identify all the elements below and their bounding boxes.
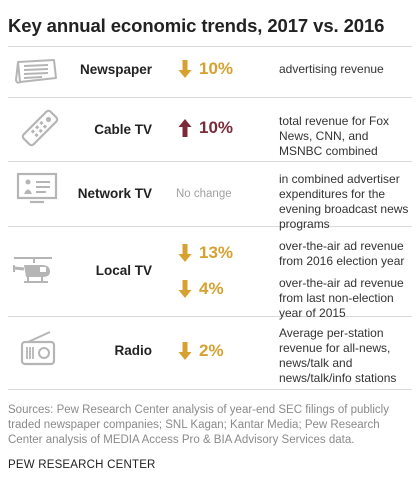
change-description: over-the-air ad revenue from last non-el… <box>279 276 404 320</box>
divider <box>8 316 412 317</box>
category-label: Radio <box>114 343 152 358</box>
newspaper-icon <box>14 59 57 84</box>
change-value: 10% <box>199 118 234 137</box>
arrow-down-icon <box>178 60 192 78</box>
divider <box>8 161 412 162</box>
category-label: Newspaper <box>79 62 152 77</box>
tv-screen-icon <box>16 172 58 204</box>
remote-control-icon <box>21 109 59 147</box>
helicopter-icon <box>13 257 52 283</box>
arrow-up-icon <box>178 119 192 137</box>
change-value: 2% <box>199 341 224 360</box>
change-value: 13% <box>199 243 234 262</box>
divider <box>8 226 412 227</box>
arrow-down-icon <box>178 280 192 298</box>
category-label: Network TV <box>77 186 152 201</box>
change-description: over-the-air ad revenue from 2016 electi… <box>279 239 405 268</box>
change-value: 4% <box>199 279 224 298</box>
category-label: Local TV <box>95 263 152 278</box>
arrow-down-icon <box>178 244 192 262</box>
change-description: advertising revenue <box>279 62 384 76</box>
divider <box>8 389 412 390</box>
arrow-down-icon <box>178 342 192 360</box>
radio-icon <box>20 331 56 366</box>
change-value: 10% <box>199 59 234 78</box>
source-note: Sources: Pew Research Center analysis of… <box>8 404 389 446</box>
change-description: in combined advertiser expenditures for … <box>279 172 409 231</box>
divider <box>8 46 412 47</box>
divider <box>8 97 412 98</box>
change-description: total revenue for Fox News, CNN, and MSN… <box>279 114 390 158</box>
no-change-label: No change <box>176 188 232 200</box>
chart-title: Key annual economic trends, 2017 vs. 201… <box>8 15 385 36</box>
brand-label: PEW RESEARCH CENTER <box>8 459 156 471</box>
change-description: Average per-station revenue for all-news… <box>279 326 397 385</box>
category-label: Cable TV <box>94 122 152 137</box>
